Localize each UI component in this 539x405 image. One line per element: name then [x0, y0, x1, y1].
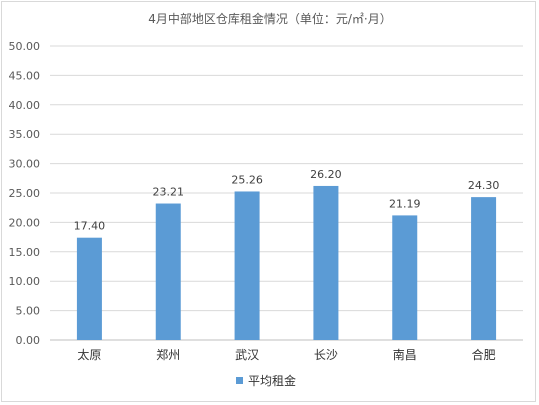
bar: [392, 215, 418, 340]
legend-label-avg-rent: 平均租金: [248, 373, 296, 388]
legend-swatch-icon: [236, 377, 243, 384]
bar: [471, 197, 497, 340]
bar-value-label: 24.30: [468, 179, 500, 192]
y-tick-label: 30.00: [9, 158, 41, 171]
bar: [313, 185, 339, 340]
y-tick-label: 20.00: [9, 216, 41, 229]
bar: [155, 203, 181, 340]
x-category-label: 武汉: [235, 348, 259, 362]
bar: [76, 237, 102, 340]
y-tick-label: 35.00: [9, 128, 41, 141]
data-labels: 17.40 23.21 25.26 26.20 21.19 24.30: [74, 168, 500, 233]
y-axis-tick-labels: 0.00 5.00 10.00 15.00 20.00 25.00 30.00 35.00 40…: [9, 40, 41, 347]
bars: [76, 185, 497, 340]
bar-value-label: 17.40: [74, 220, 106, 233]
y-tick-label: 10.00: [9, 275, 41, 288]
x-category-label: 长沙: [314, 348, 338, 362]
bar-value-label: 23.21: [153, 186, 185, 199]
y-tick-label: 45.00: [9, 69, 41, 82]
x-category-label: 合肥: [472, 347, 496, 362]
x-category-label: 郑州: [156, 347, 180, 362]
gridlines: [50, 45, 523, 341]
x-category-label: 太原: [77, 347, 101, 362]
x-category-label: 南昌: [393, 347, 417, 362]
chart-title: 4月中部地区仓库租金情况（单位：元/㎡·月）: [148, 11, 392, 26]
y-tick-label: 15.00: [9, 246, 41, 259]
y-tick-label: 5.00: [16, 305, 41, 318]
y-tick-label: 25.00: [9, 187, 41, 200]
y-tick-label: 0.00: [16, 334, 41, 347]
bar-value-label: 26.20: [310, 168, 342, 181]
y-tick-label: 50.00: [9, 40, 41, 53]
bar-value-label: 25.26: [231, 173, 263, 186]
x-axis-category-labels: 太原 郑州 武汉 长沙 南昌 合肥: [77, 347, 495, 362]
bar: [234, 191, 260, 340]
bar-value-label: 21.19: [389, 197, 421, 210]
y-tick-label: 40.00: [9, 99, 41, 112]
legend: 平均租金: [236, 373, 296, 388]
